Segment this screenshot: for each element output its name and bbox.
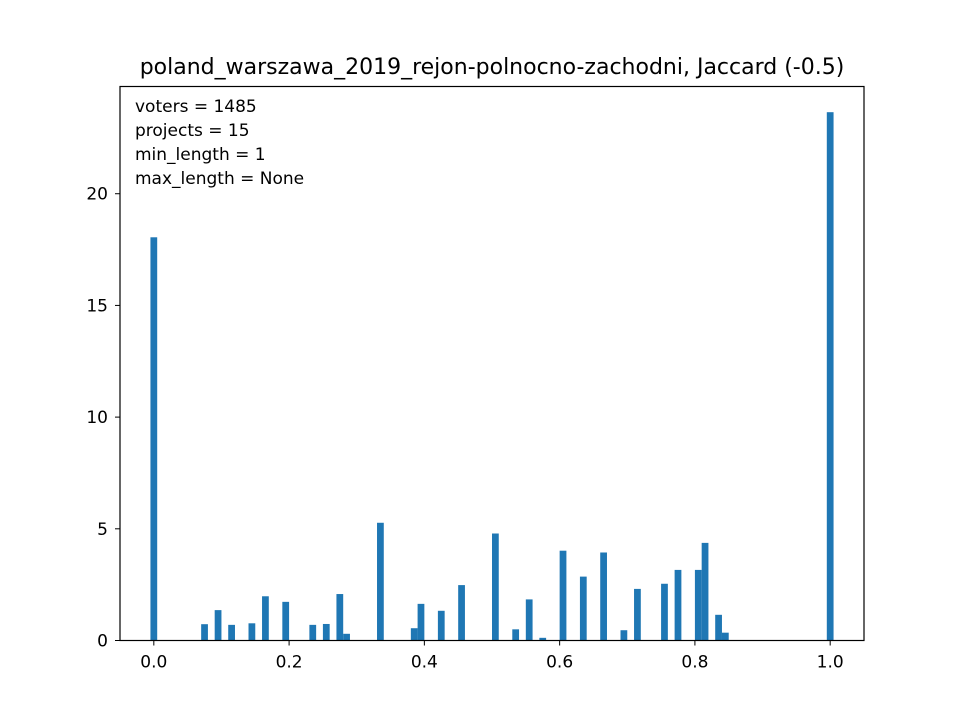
bar-30 (721, 632, 729, 641)
bar-22 (600, 552, 607, 641)
x-tick-label: 0.8 (681, 653, 708, 673)
y-tick-label: 10 (86, 408, 108, 428)
bar-1 (201, 624, 208, 641)
bar-12 (410, 628, 418, 641)
y-tick-label: 0 (97, 632, 108, 652)
bar-29 (715, 614, 722, 641)
y-tick-label: 15 (86, 296, 108, 316)
chart-title: poland_warszawa_2019_rejon-polnocno-zach… (140, 55, 845, 80)
bar-19 (539, 637, 547, 641)
bar-2 (214, 610, 222, 641)
bar-8 (322, 623, 330, 641)
annotation-line: min_length = 1 (135, 145, 266, 165)
bar-21 (579, 576, 587, 641)
bar-14 (437, 610, 445, 641)
annotation-line: voters = 1485 (135, 97, 257, 117)
bar-20 (559, 550, 567, 641)
bar-0 (150, 237, 158, 641)
bar-6 (282, 601, 290, 641)
bar-23 (620, 630, 628, 641)
annotation-line: max_length = None (135, 169, 304, 189)
bar-31 (826, 112, 834, 641)
x-tick-label: 0.6 (546, 653, 573, 673)
bar-13 (417, 603, 425, 641)
stats-annotation: voters = 1485 projects = 15 min_length = 1… (135, 97, 304, 189)
annotation-line: projects = 15 (135, 121, 250, 141)
bar-28 (701, 542, 709, 641)
bar-17 (512, 629, 520, 641)
x-tick-label: 0.2 (276, 653, 303, 673)
y-tick-label: 20 (86, 185, 108, 205)
bar-27 (694, 569, 702, 641)
plot-frame (119, 85, 865, 642)
x-tick-label: 0.4 (411, 653, 438, 673)
bar-15 (458, 585, 465, 641)
bar-9 (336, 594, 344, 641)
bar-11 (377, 522, 384, 641)
bar-26 (674, 569, 682, 641)
bar-5 (262, 596, 269, 641)
bar-24 (634, 588, 641, 641)
x-tick-label: 1.0 (817, 653, 844, 673)
bar-4 (248, 623, 256, 641)
bar-16 (492, 533, 499, 641)
bar-10 (343, 633, 350, 641)
bar-7 (309, 624, 317, 641)
bar-series (150, 112, 834, 641)
y-tick-label: 5 (97, 520, 108, 540)
x-tick-label: 0.0 (140, 653, 167, 673)
x-axis: 0.0 0.2 0.4 0.6 0.8 1.0 (140, 640, 844, 673)
bar-18 (525, 599, 533, 641)
bar-3 (228, 624, 235, 641)
bar-25 (661, 583, 668, 641)
y-axis: 0 5 10 15 20 (86, 185, 120, 652)
